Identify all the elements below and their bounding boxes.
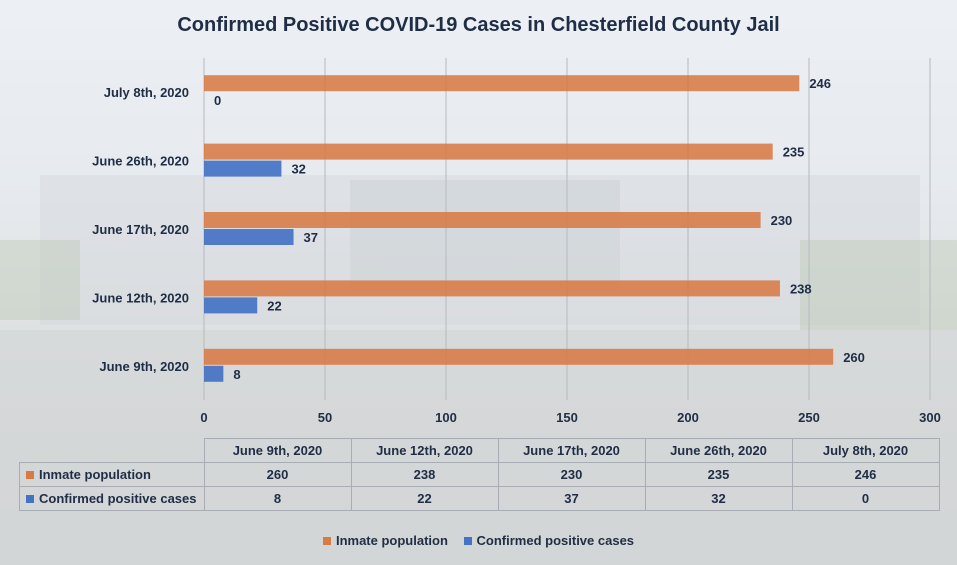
data-table-row-header: Inmate population [19, 462, 205, 487]
data-label: 238 [790, 281, 812, 296]
data-label: 8 [233, 367, 240, 382]
data-table-row-inmate: Inmate population 260 238 230 235 246 [19, 462, 940, 487]
data-table-cell: 22 [350, 486, 499, 511]
data-table-cell: 8 [203, 486, 352, 511]
legend: Inmate population Confirmed positive cas… [0, 533, 957, 548]
data-table-col-header: June 17th, 2020 [497, 438, 646, 463]
bar-inmate [204, 75, 800, 92]
x-tick-label: 150 [556, 410, 578, 425]
bar-positive [204, 297, 258, 314]
data-table-cell: 235 [644, 462, 793, 487]
category-label: June 26th, 2020 [92, 154, 189, 169]
data-table-cell: 246 [791, 462, 940, 487]
x-tick-label: 50 [318, 410, 332, 425]
x-tick-label: 250 [798, 410, 820, 425]
x-tick-label: 100 [435, 410, 457, 425]
data-table: June 9th, 2020 June 12th, 2020 June 17th… [19, 438, 940, 511]
bar-inmate [204, 348, 834, 365]
data-table-cell: 230 [497, 462, 646, 487]
bar-chart: 0 50 100 150 200 250 300 June 9th, 2020 260 8 June… [92, 58, 941, 425]
data-label: 260 [843, 350, 865, 365]
bar-positive [204, 160, 282, 177]
data-table-cell: 37 [497, 486, 646, 511]
data-label: 22 [267, 298, 281, 313]
positive-swatch-icon [463, 537, 472, 545]
positive-swatch-icon [26, 495, 34, 503]
data-label: 235 [783, 145, 805, 160]
data-label: 32 [291, 162, 305, 177]
data-table-row-header: Confirmed positive cases [19, 486, 205, 511]
data-label: 246 [809, 76, 831, 91]
legend-label: Confirmed positive cases [476, 533, 635, 548]
legend-label: Inmate population [335, 533, 448, 548]
data-label: 230 [771, 213, 793, 228]
bar-positive [204, 229, 294, 245]
x-tick-label: 200 [677, 410, 699, 425]
data-label: 0 [214, 93, 221, 108]
data-table-col-header: June 26th, 2020 [644, 438, 793, 463]
data-table-cell: 32 [644, 486, 793, 511]
data-table-cell: 0 [791, 486, 940, 511]
category-label: July 8th, 2020 [104, 85, 189, 100]
data-table-cell: 238 [350, 462, 499, 487]
x-tick-label: 300 [919, 410, 941, 425]
data-table-header-row: June 9th, 2020 June 12th, 2020 June 17th… [19, 438, 940, 463]
category-label: June 17th, 2020 [92, 222, 189, 237]
bar-positive [204, 365, 224, 382]
data-table-corner [19, 438, 205, 463]
data-table-col-header: July 8th, 2020 [791, 438, 940, 463]
data-table-col-header: June 9th, 2020 [203, 438, 352, 463]
row-label: Inmate population [39, 467, 151, 482]
category-label: June 12th, 2020 [92, 290, 189, 305]
inmate-swatch-icon [26, 471, 34, 479]
data-table-cell: 260 [203, 462, 352, 487]
chart-title: Confirmed Positive COVID-19 Cases in Che… [177, 14, 780, 36]
inmate-swatch-icon [322, 537, 331, 545]
data-label: 37 [304, 230, 318, 245]
legend-item-inmate: Inmate population [322, 533, 448, 548]
legend-item-positive: Confirmed positive cases [463, 533, 635, 548]
x-tick-label: 0 [200, 410, 207, 425]
data-table-row-positive: Confirmed positive cases 8 22 37 32 0 [19, 486, 940, 511]
row-label: Confirmed positive cases [39, 491, 197, 506]
bar-inmate [204, 143, 773, 160]
bar-inmate [204, 212, 761, 228]
category-label: June 9th, 2020 [99, 359, 189, 374]
data-table-col-header: June 12th, 2020 [350, 438, 499, 463]
bar-inmate [204, 280, 780, 297]
